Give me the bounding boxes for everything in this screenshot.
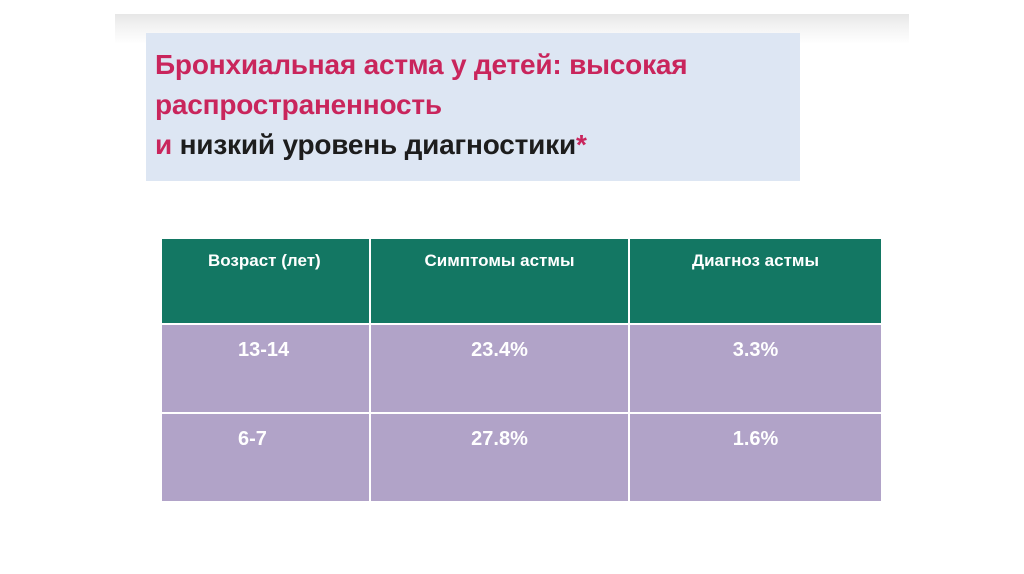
cell-symptoms: 23.4% (369, 323, 630, 414)
header-age: Возраст (лет) (160, 237, 371, 325)
table-header-row: Возраст (лет) Симптомы астмы Диагноз аст… (160, 237, 883, 325)
cell-diagnosis: 1.6% (628, 412, 883, 503)
title-line-3: и низкий уровень диагностики* (155, 125, 800, 165)
title-line-1: Бронхиальная астма у детей: высокая (155, 49, 688, 80)
header-diagnosis: Диагноз астмы (628, 237, 883, 325)
header-symptoms: Симптомы астмы (369, 237, 630, 325)
table-row: 6-7 27.8% 1.6% (160, 412, 883, 503)
title-line-3-text: низкий уровень диагностики (172, 129, 577, 160)
asthma-statistics-table: Возраст (лет) Симптомы астмы Диагноз аст… (160, 237, 883, 503)
title-asterisk: * (575, 129, 587, 160)
cell-age: 13-14 (160, 323, 371, 414)
slide-title: Бронхиальная астма у детей: высокая расп… (146, 33, 800, 181)
table-row: 13-14 23.4% 3.3% (160, 323, 883, 414)
title-conjunction: и (155, 129, 173, 160)
cell-diagnosis: 3.3% (628, 323, 883, 414)
cell-symptoms: 27.8% (369, 412, 630, 503)
cell-age: 6-7 (160, 412, 371, 503)
title-line-2: распространенность (155, 89, 442, 120)
